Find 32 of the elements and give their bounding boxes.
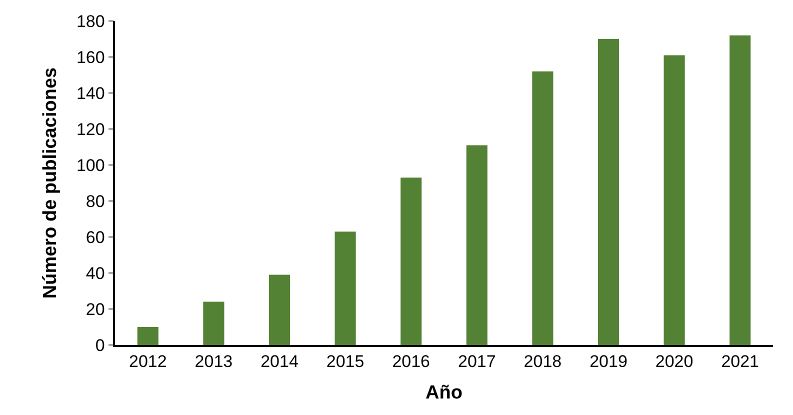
y-tick-label: 100 (76, 156, 105, 175)
y-tick-label: 40 (86, 264, 105, 283)
bar (664, 55, 685, 345)
y-tick-label: 140 (76, 84, 105, 103)
x-tick-label: 2012 (128, 352, 167, 372)
bar (598, 39, 620, 345)
bar (334, 232, 356, 345)
bar (137, 327, 158, 345)
x-axis-title: Año (426, 382, 462, 404)
bar (466, 145, 488, 345)
bar (730, 35, 751, 345)
x-tick-label: 2020 (655, 352, 694, 372)
y-tick-label: 60 (86, 228, 105, 247)
bar (532, 71, 554, 345)
y-tick-label: 20 (86, 300, 105, 319)
y-tick-label: 0 (95, 336, 105, 355)
x-tick-label: 2019 (590, 352, 628, 372)
y-tick-label: 120 (76, 120, 105, 139)
x-tick-label: 2021 (721, 352, 760, 372)
bar (203, 302, 224, 345)
x-tick-label: 2015 (326, 352, 364, 372)
y-tick-label: 160 (76, 48, 105, 67)
y-tick-label: 180 (76, 12, 105, 31)
x-tick-label: 2016 (392, 352, 430, 372)
x-tick-label: 2013 (194, 352, 233, 372)
bar (400, 178, 422, 345)
x-tick-label: 2017 (458, 352, 496, 372)
x-tick-label: 2018 (524, 352, 562, 372)
y-axis-title: Número de publicaciones (40, 67, 61, 299)
bar (268, 274, 290, 345)
x-tick-label: 2014 (260, 352, 298, 372)
y-tick-label: 80 (86, 192, 105, 211)
